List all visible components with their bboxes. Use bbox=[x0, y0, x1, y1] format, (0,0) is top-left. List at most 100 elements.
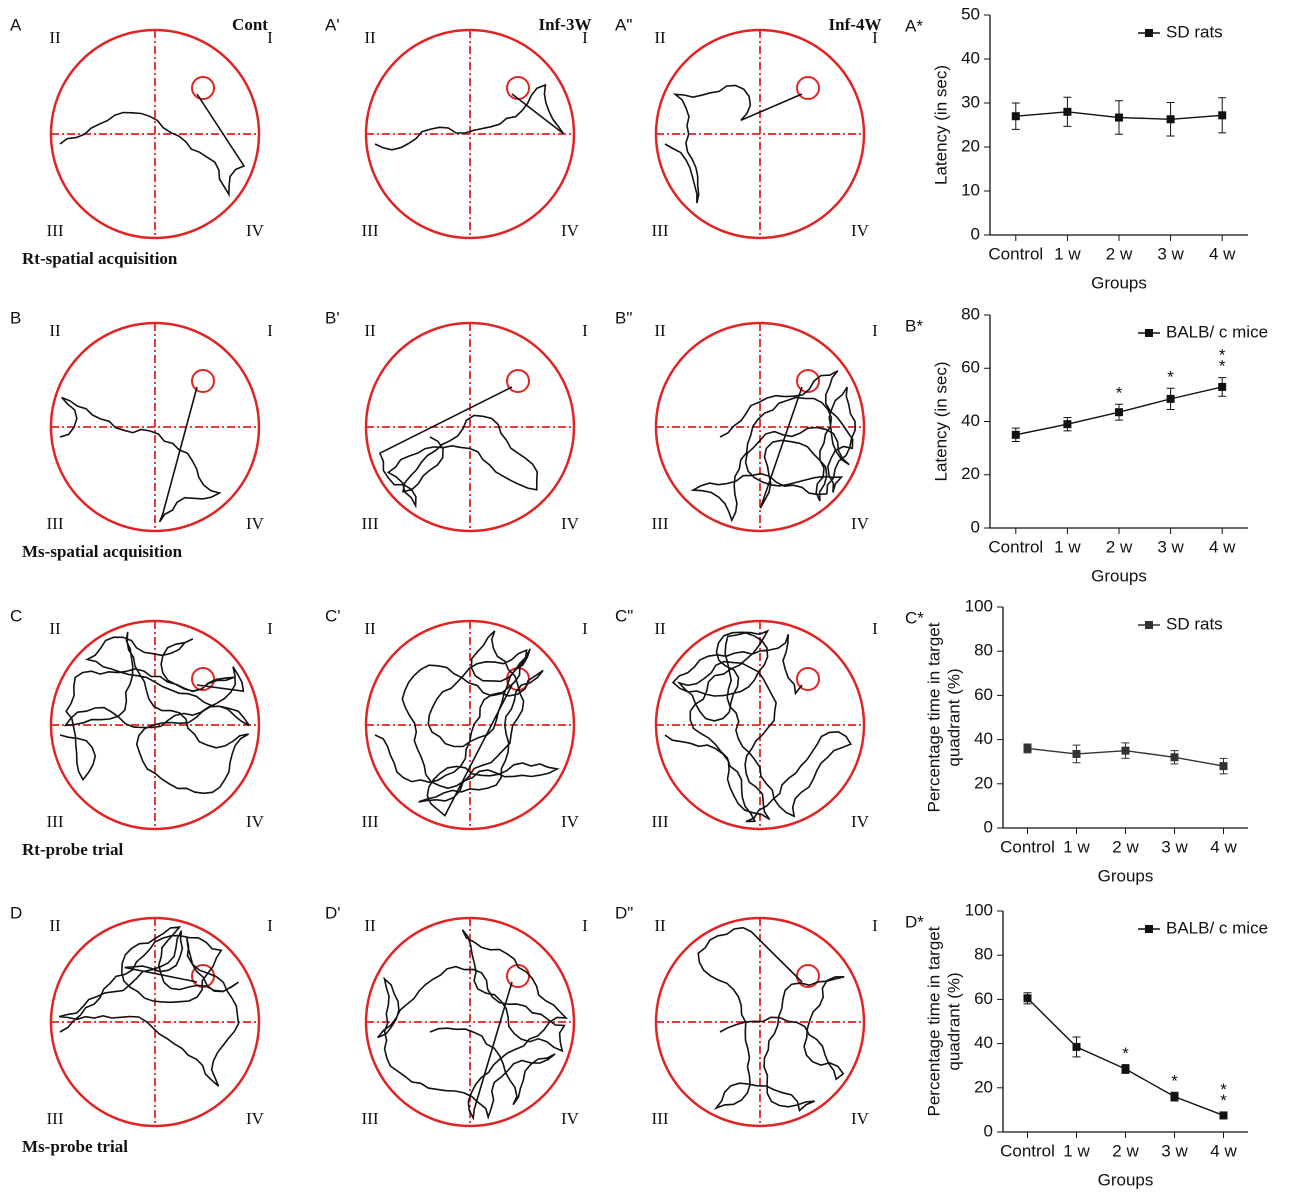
data-point bbox=[1218, 111, 1227, 120]
data-point bbox=[1170, 753, 1179, 762]
quadrant-label: II bbox=[654, 28, 666, 47]
platform bbox=[506, 76, 530, 100]
quadrant-label: II bbox=[364, 619, 376, 638]
data-point bbox=[1166, 394, 1175, 403]
panel-title: Inf-4W bbox=[829, 15, 882, 34]
panel-label: C" bbox=[615, 606, 633, 625]
x-tick-label: 1 w bbox=[1054, 537, 1081, 556]
panel-label: B* bbox=[905, 316, 923, 335]
quadrant-label: II bbox=[364, 28, 376, 47]
swim-path bbox=[374, 83, 565, 151]
panel-label: D* bbox=[905, 912, 924, 931]
y-tick-label: 60 bbox=[974, 989, 993, 1008]
panel-label: C bbox=[10, 606, 22, 625]
y-tick-label: 10 bbox=[961, 180, 980, 199]
quadrant-label: IV bbox=[246, 514, 265, 533]
x-tick-label: 2 w bbox=[1106, 537, 1133, 556]
panel-label: C* bbox=[905, 608, 924, 627]
x-tick-label: 4 w bbox=[1210, 1141, 1237, 1160]
panel-title: Inf-3W bbox=[539, 15, 592, 34]
x-tick-label: 1 w bbox=[1063, 1141, 1090, 1160]
y-tick-label: 50 bbox=[961, 4, 980, 23]
quadrant-label: I bbox=[582, 916, 588, 935]
significance-mark: * * bbox=[1219, 346, 1226, 376]
quadrant-label: III bbox=[47, 514, 64, 533]
data-point bbox=[1218, 382, 1227, 391]
legend-label: SD rats bbox=[1166, 614, 1223, 633]
data-point bbox=[1011, 112, 1020, 121]
platform bbox=[796, 369, 820, 393]
data-point bbox=[1166, 115, 1175, 124]
panel-label: D" bbox=[615, 903, 633, 922]
swim-path bbox=[59, 93, 246, 198]
data-point bbox=[1063, 420, 1072, 429]
swim-path bbox=[59, 386, 222, 523]
quadrant-label: IV bbox=[851, 514, 870, 533]
swim-path bbox=[377, 929, 569, 1121]
y-tick-label: 0 bbox=[971, 224, 980, 243]
x-tick-label: Control bbox=[1000, 1141, 1055, 1160]
quadrant-label: IV bbox=[246, 1109, 265, 1128]
data-point bbox=[1170, 1092, 1179, 1101]
y-tick-label: 20 bbox=[974, 773, 993, 792]
platform bbox=[796, 667, 820, 691]
panel-label: B bbox=[10, 308, 21, 327]
x-axis-label: Groups bbox=[1098, 866, 1154, 885]
quadrant-label: II bbox=[654, 619, 666, 638]
x-tick-label: 3 w bbox=[1157, 244, 1184, 263]
x-axis-label: Groups bbox=[1091, 566, 1147, 585]
quadrant-label: I bbox=[267, 321, 273, 340]
x-axis-label: Groups bbox=[1091, 273, 1147, 292]
x-tick-label: 4 w bbox=[1209, 537, 1236, 556]
data-point bbox=[1115, 113, 1123, 122]
quadrant-label: III bbox=[362, 514, 379, 533]
y-tick-label: 0 bbox=[984, 1121, 993, 1140]
significance-mark: * * bbox=[1220, 1081, 1227, 1111]
significance-mark: * bbox=[1116, 384, 1123, 403]
quadrant-label: IV bbox=[561, 514, 580, 533]
significance-star: * bbox=[1219, 357, 1226, 376]
y-tick-label: 0 bbox=[971, 517, 980, 536]
y-tick-label: 40 bbox=[961, 48, 980, 67]
swim-path bbox=[58, 926, 240, 1087]
y-tick-label: 20 bbox=[974, 1077, 993, 1096]
panel-label: A* bbox=[905, 16, 923, 35]
swim-path bbox=[59, 631, 250, 795]
swim-path bbox=[374, 630, 560, 817]
quadrant-label: II bbox=[49, 28, 61, 47]
y-tick-label: 100 bbox=[965, 596, 993, 615]
y-tick-label: 100 bbox=[965, 900, 993, 919]
data-point bbox=[1023, 744, 1032, 753]
platform bbox=[191, 667, 215, 691]
data-point bbox=[1072, 1042, 1081, 1051]
row-caption: Ms-probe trial bbox=[22, 1137, 128, 1156]
legend-label: BALB/ c mice bbox=[1166, 322, 1268, 341]
data-point bbox=[1219, 1111, 1228, 1120]
data-point bbox=[1121, 1065, 1130, 1074]
quadrant-label: I bbox=[872, 619, 878, 638]
y-tick-label: 80 bbox=[974, 641, 993, 660]
y-tick-label: 40 bbox=[974, 1033, 993, 1052]
quadrant-label: I bbox=[582, 619, 588, 638]
x-tick-label: 2 w bbox=[1112, 1141, 1139, 1160]
legend-marker bbox=[1145, 621, 1153, 629]
quadrant-label: II bbox=[364, 321, 376, 340]
quadrant-label: II bbox=[654, 916, 666, 935]
x-tick-label: Control bbox=[988, 537, 1043, 556]
panel-label: B" bbox=[615, 308, 632, 327]
quadrant-label: IV bbox=[561, 1109, 580, 1128]
legend-marker bbox=[1145, 29, 1153, 37]
platform bbox=[796, 76, 820, 100]
y-tick-label: 30 bbox=[961, 92, 980, 111]
quadrant-label: I bbox=[267, 916, 273, 935]
data-point bbox=[1011, 430, 1020, 439]
quadrant-label: III bbox=[652, 812, 669, 831]
quadrant-label: III bbox=[362, 1109, 379, 1128]
quadrant-label: IV bbox=[851, 1109, 870, 1128]
quadrant-label: III bbox=[362, 221, 379, 240]
quadrant-label: III bbox=[652, 1109, 669, 1128]
x-axis-label: Groups bbox=[1098, 1170, 1154, 1189]
swim-path bbox=[690, 370, 856, 523]
panel-label: B' bbox=[325, 308, 340, 327]
quadrant-label: IV bbox=[561, 812, 580, 831]
